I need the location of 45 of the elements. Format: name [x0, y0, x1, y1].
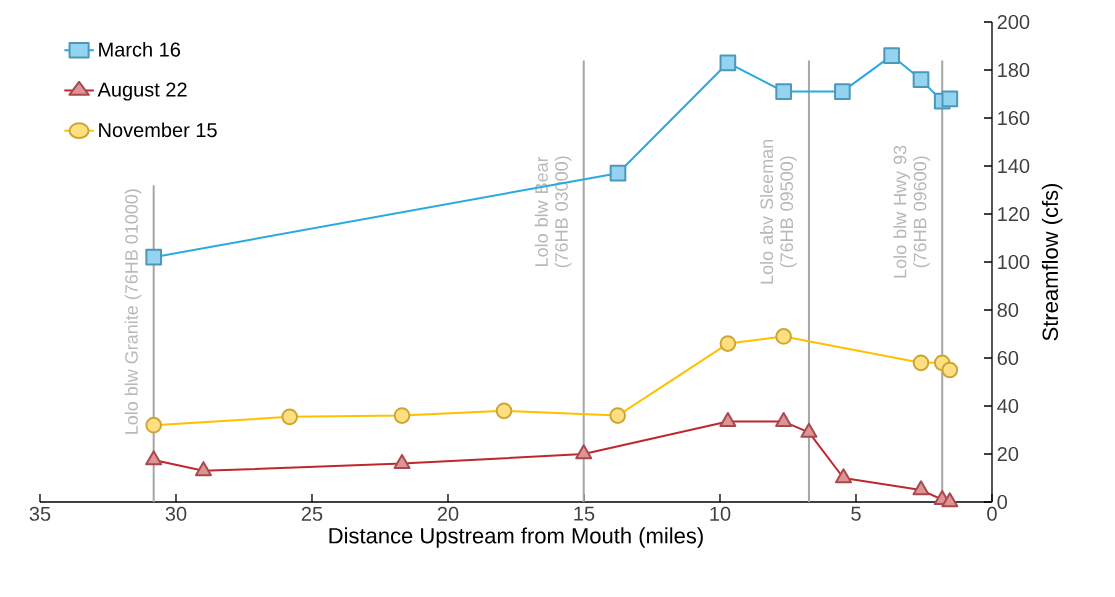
legend-label: March 16 — [99, 42, 181, 57]
y-tick-label: 60 — [997, 350, 1019, 366]
point — [883, 47, 900, 64]
legend-label: November 15 — [99, 122, 217, 138]
x-tick-label: 15 — [574, 506, 595, 521]
x-tick-label: 10 — [710, 506, 731, 521]
x-tick-label: 5 — [851, 506, 861, 521]
point — [775, 83, 792, 100]
y-tick-label: 40 — [997, 398, 1019, 414]
y-tick-label: 140 — [998, 158, 1030, 174]
y-tick-label: 160 — [998, 110, 1030, 126]
y-tick-label: 80 — [997, 302, 1019, 318]
ref-line-label: Lolo blw Granite (76HB 01000) — [124, 189, 142, 434]
y-tick-label: 0 — [997, 494, 1008, 510]
x-tick-label: 0 — [987, 506, 997, 521]
point — [194, 461, 212, 477]
x-tick-label: 35 — [29, 506, 51, 521]
point — [575, 444, 593, 460]
point — [941, 90, 959, 108]
point — [719, 54, 737, 72]
y-tick-label: 180 — [998, 62, 1030, 78]
x-tick-label: 25 — [301, 506, 323, 521]
point — [800, 422, 818, 438]
point — [912, 480, 930, 496]
x-tick-label: 20 — [437, 506, 459, 521]
point — [834, 468, 852, 484]
point — [145, 450, 163, 466]
point — [145, 248, 163, 266]
ref-line-label: Lolo blw Hwy 93 (76HB 09600) — [893, 145, 930, 278]
point — [834, 83, 851, 100]
x-tick-label: 30 — [165, 506, 187, 521]
point — [941, 492, 959, 508]
point — [393, 453, 411, 469]
point — [609, 164, 627, 182]
y-tick-label: 20 — [997, 446, 1019, 462]
ref-line-label: Lolo abv Sleeman (76HB 09500) — [759, 140, 797, 284]
x-axis-title: Distance Upstream from Mouth (miles) — [329, 527, 703, 548]
legend-label: August 22 — [97, 82, 187, 101]
point — [912, 71, 930, 88]
y-tick-label: 100 — [998, 254, 1030, 270]
point — [719, 411, 737, 427]
y-axis-title: Streamflow (cfs) — [1041, 183, 1063, 341]
point — [775, 411, 793, 427]
y-tick-label: 120 — [998, 206, 1030, 222]
y-tick-label: 200 — [997, 14, 1030, 30]
